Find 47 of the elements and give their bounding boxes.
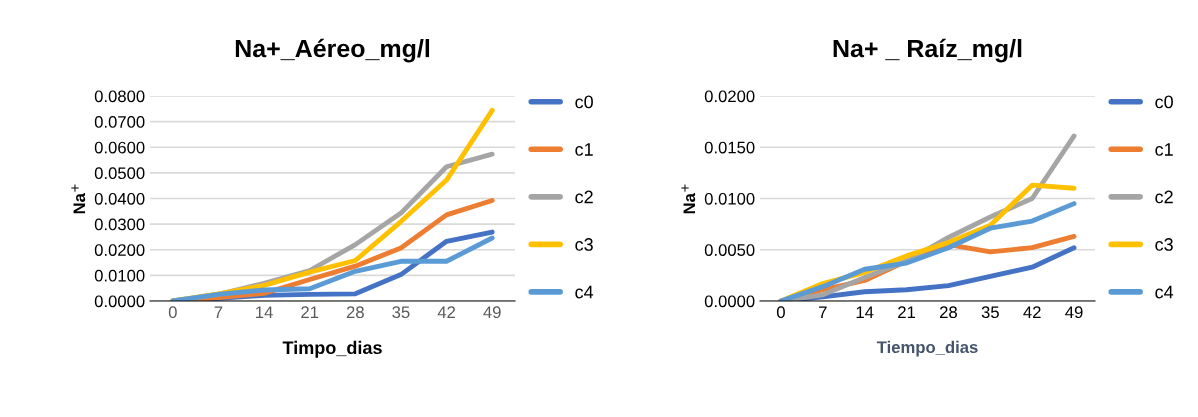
y-tick-label: 0.0400 [94,192,145,205]
line-series [778,201,1077,301]
y-tick-label: 0.0200 [94,244,145,256]
y-tick-label: 0.0200 [704,90,755,103]
x-tick-label: 49 [1065,306,1083,319]
legend-label: c4 [575,285,594,299]
y-tick-label: 0.0700 [94,116,145,128]
y-tick-label: 0.0100 [94,269,145,282]
y-tick-label: 0.0050 [704,244,755,256]
legend-label: c0 [575,95,593,109]
chart-title: Na+ _ Raíz_mg/l [833,38,1022,63]
legend-label: c0 [1155,95,1173,109]
chart-title: Na+_Aéreo_mg/l [235,38,430,63]
legend-label: c3 [1155,238,1173,251]
y-tick-label: 0.0000 [94,295,145,308]
y-tick-label: 0.0800 [94,90,145,103]
x-tick-label: 42 [1023,306,1041,318]
y-tick-label: 0.0600 [94,141,145,154]
legend-label: c3 [575,238,593,251]
y-tick-label: 0.0000 [704,295,755,308]
x-tick-label: 0 [168,306,177,319]
y-tick-label: 0.0100 [704,192,755,205]
x-tick-label: 35 [981,306,999,319]
x-tick-label: 49 [483,306,501,319]
y-axis-title: Na$^{+}$ [681,184,696,214]
x-tick-label: 7 [819,306,827,318]
x-tick-label: 42 [437,306,455,318]
x-tick-label: 7 [214,306,223,318]
x-tick-label: 28 [346,306,364,319]
legend-label: c1 [1155,143,1173,156]
y-tick-label: 0.0500 [94,167,145,180]
y-tick-label: 0.0300 [94,218,145,231]
legend-label: c4 [1155,285,1174,299]
x-tick-label: 21 [301,306,319,318]
legend-label: c2 [1155,190,1173,204]
legend-label: c1 [575,143,593,156]
y-tick-label: 0.0150 [704,141,755,154]
x-tick-label: 14 [856,306,874,318]
x-tick-label: 0 [776,306,785,319]
x-axis-title: Timpo_dias [282,340,382,358]
x-tick-label: 35 [392,306,410,319]
x-axis-title: Tiempo_dias [876,340,978,357]
y-axis-title: Na$^{+}$ [71,184,86,214]
x-tick-label: 28 [940,306,957,319]
legend-label: c2 [575,190,593,204]
x-tick-label: 14 [256,306,273,318]
x-tick-label: 21 [898,306,916,318]
